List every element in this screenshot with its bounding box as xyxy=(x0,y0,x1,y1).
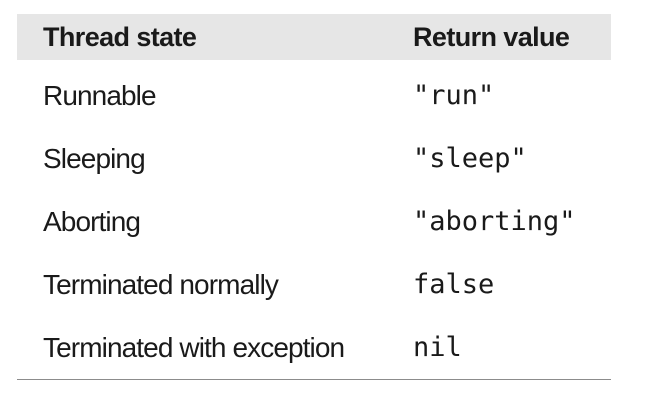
return-value-cell: "run" xyxy=(413,80,495,111)
thread-state-cell: Aborting xyxy=(43,205,141,237)
return-value-cell: false xyxy=(413,269,495,300)
header-return-value: Return value xyxy=(413,21,570,52)
table-row: Runnable "run" xyxy=(17,60,611,127)
return-value-cell: "aborting" xyxy=(413,206,576,237)
return-value-cell: "sleep" xyxy=(413,143,527,174)
thread-state-table: Thread state Return value Runnable "run"… xyxy=(17,14,611,380)
header-thread-state: Thread state xyxy=(43,21,197,52)
table-row: Terminated with exception nil xyxy=(17,316,611,380)
thread-state-table-container: Thread state Return value Runnable "run"… xyxy=(17,14,611,380)
table-row: Aborting "aborting" xyxy=(17,190,611,253)
thread-state-cell: Sleeping xyxy=(43,142,146,174)
table-header-row: Thread state Return value xyxy=(17,14,611,60)
thread-state-cell: Terminated normally xyxy=(43,268,279,300)
thread-state-cell: Runnable xyxy=(43,79,157,111)
table-row: Sleeping "sleep" xyxy=(17,127,611,190)
return-value-cell: nil xyxy=(413,316,611,380)
thread-state-cell: Terminated with exception xyxy=(17,316,413,380)
table-row: Terminated normally false xyxy=(17,253,611,316)
